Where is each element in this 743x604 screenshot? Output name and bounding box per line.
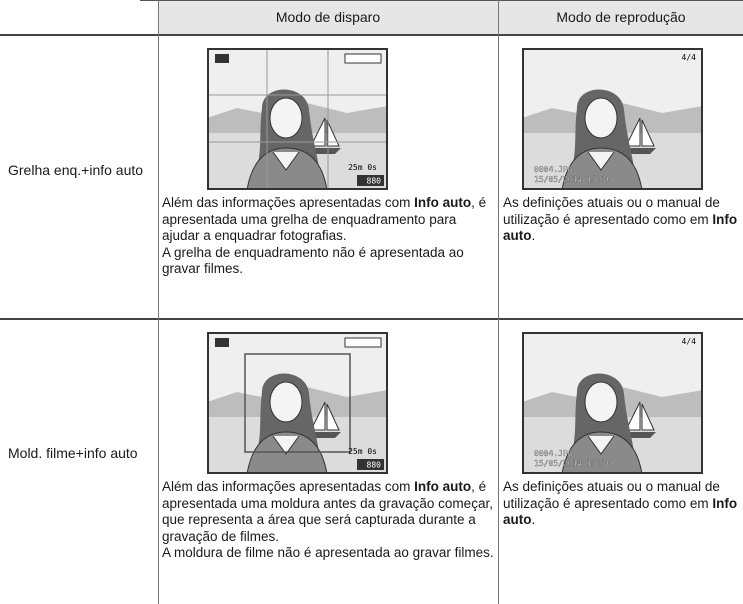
text: , é apresentada uma grelha de enquadrame… xyxy=(162,195,487,243)
text: As definições atuais ou o manual de util… xyxy=(503,195,720,227)
image-counter: 4/4 xyxy=(682,53,697,62)
text: A moldura de filme não é apresentada ao … xyxy=(162,545,494,560)
text: Além das informações apresentadas com xyxy=(162,195,415,210)
paragraph: Além das informações apresentadas com In… xyxy=(162,479,496,545)
row-label: Mold. filme+info auto xyxy=(8,445,138,461)
text: Além das informações apresentadas com xyxy=(162,479,415,494)
rule xyxy=(0,318,743,320)
camera-screen: 25m 0s 880 xyxy=(207,48,388,190)
date: 15/05/2014 15:30 xyxy=(534,459,611,468)
bold-text: Info auto xyxy=(414,479,472,494)
file-name: 0004.JPG xyxy=(534,165,573,174)
column-header: Modo de reprodução xyxy=(499,0,743,34)
description: As definições atuais ou o manual de util… xyxy=(503,479,741,529)
paragraph: A grelha de enquadramento não é apresent… xyxy=(162,245,496,278)
paragraph: As definições atuais ou o manual de util… xyxy=(503,479,741,529)
paragraph: A moldura de filme não é apresentada ao … xyxy=(162,545,496,562)
description: Além das informações apresentadas com In… xyxy=(162,479,496,562)
text: . xyxy=(531,512,536,527)
camera-screen: 4/4 0004.JPG 15/05/2014 15:30 xyxy=(522,48,703,190)
description: As definições atuais ou o manual de util… xyxy=(503,195,741,245)
image-counter: 4/4 xyxy=(682,337,697,346)
row-label: Grelha enq.+info auto xyxy=(8,162,144,178)
rule xyxy=(140,0,743,1)
text: , é apresentada uma moldura antes da gra… xyxy=(162,479,493,544)
rule xyxy=(0,34,743,36)
column-header: Modo de disparo xyxy=(158,0,498,34)
text: A grelha de enquadramento não é apresent… xyxy=(162,244,464,277)
paragraph: Além das informações apresentadas com In… xyxy=(162,195,496,245)
bold-text: Info auto xyxy=(503,495,738,528)
shots-remaining: 880 xyxy=(367,461,382,470)
bold-text: Info auto xyxy=(414,195,472,210)
date: 15/05/2014 15:30 xyxy=(534,175,611,184)
file-name: 0004.JPG xyxy=(534,449,573,458)
camera-screen: 4/4 0004.JPG 15/05/2014 15:30 xyxy=(522,332,703,474)
remaining-time: 25m 0s xyxy=(348,163,377,172)
paragraph: As definições atuais ou o manual de util… xyxy=(503,195,741,245)
rule xyxy=(498,0,499,604)
bold-text: Info auto xyxy=(503,211,738,244)
description: Além das informações apresentadas com In… xyxy=(162,195,496,278)
camera-screen: 25m 0s 880 xyxy=(207,332,388,474)
text: . xyxy=(531,228,536,243)
text: As definições atuais ou o manual de util… xyxy=(503,479,720,511)
rule xyxy=(158,0,159,604)
remaining-time: 25m 0s xyxy=(348,447,377,456)
shots-remaining: 880 xyxy=(367,177,382,186)
